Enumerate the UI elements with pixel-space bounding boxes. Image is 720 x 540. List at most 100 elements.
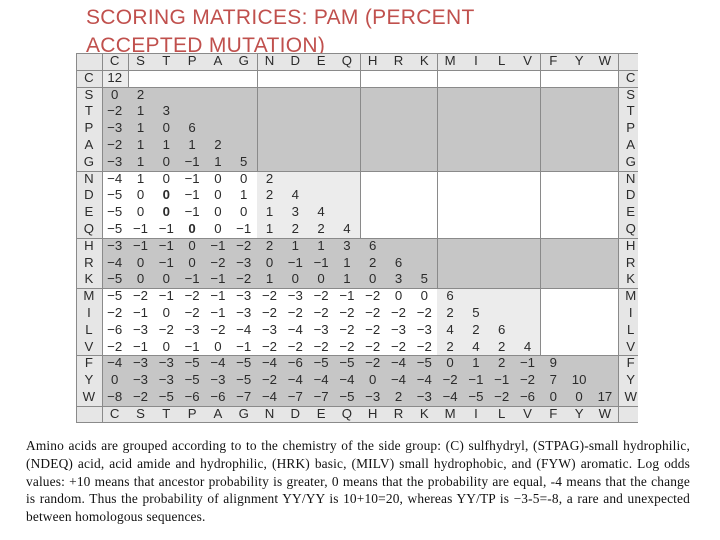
- score-cell: 5: [472, 305, 480, 320]
- score-cell: −2: [107, 305, 123, 320]
- score-cell: 10: [571, 372, 587, 388]
- score-cell: 1: [343, 271, 351, 287]
- score-cell: −4: [107, 254, 123, 270]
- row-header-left-q: Q: [83, 221, 95, 236]
- col-header-bottom-m: M: [444, 405, 456, 421]
- row-header-left-e: E: [84, 204, 94, 220]
- score-cell: 1: [214, 153, 222, 169]
- score-cell: 1: [188, 137, 196, 152]
- score-cell: −7: [236, 389, 252, 404]
- score-cell: 1: [136, 103, 145, 119]
- row-header-right-i: I: [628, 305, 633, 320]
- score-cell: −4: [107, 355, 123, 371]
- row-header-left-c: C: [84, 69, 94, 85]
- row-header-right-f: F: [626, 355, 635, 371]
- col-header-top-d: D: [290, 53, 301, 68]
- score-cell: −5: [339, 389, 355, 404]
- score-cell: 1: [136, 153, 145, 169]
- row-header-left-p: P: [84, 120, 94, 136]
- score-cell: 1: [162, 137, 170, 152]
- col-header-bottom-q: Q: [341, 405, 353, 421]
- header-band-top: [76, 53, 638, 70]
- row-header-left-y: Y: [84, 372, 94, 388]
- col-header-top-q: Q: [341, 53, 353, 68]
- row-header-left-t: T: [84, 103, 93, 119]
- score-cell: −2: [236, 237, 252, 253]
- score-cell: 0: [111, 86, 119, 102]
- score-cell: 0: [214, 338, 222, 354]
- row-header-left-i: I: [87, 305, 91, 320]
- col-header-bottom-a: A: [213, 405, 223, 421]
- score-cell: 0: [162, 170, 170, 186]
- score-cell: −3: [158, 372, 174, 388]
- score-cell: 1: [240, 187, 248, 203]
- score-cell: −2: [494, 389, 510, 404]
- caption-text: Amino acids are grouped according to to …: [26, 438, 690, 525]
- title-line-1: SCORING MATRICES: PAM (PERCENT: [86, 6, 475, 29]
- score-cell: 6: [394, 254, 403, 270]
- score-cell: −5: [313, 355, 329, 371]
- grid-line: [76, 69, 638, 71]
- score-cell: −3: [132, 355, 149, 371]
- score-cell: −1: [184, 271, 200, 287]
- row-header-right-r: R: [625, 254, 636, 270]
- score-cell: −3: [132, 321, 149, 337]
- score-cell: 0: [111, 372, 119, 388]
- col-header-top-s: S: [136, 53, 145, 68]
- score-cell: −4: [261, 355, 278, 371]
- score-cell: 1: [317, 237, 325, 253]
- score-cell: −1: [132, 237, 149, 253]
- score-cell: −1: [184, 338, 200, 354]
- score-cell: 0: [162, 153, 170, 169]
- row-header-left-f: F: [84, 355, 93, 371]
- col-header-top-y: Y: [574, 53, 584, 68]
- row-header-left-m: M: [83, 288, 95, 304]
- score-cell: −1: [236, 221, 252, 236]
- score-cell: −3: [261, 321, 278, 337]
- score-cell: −2: [287, 338, 303, 354]
- score-cell: 0: [136, 187, 145, 203]
- row-header-right-c: C: [625, 69, 636, 85]
- score-cell: −6: [210, 389, 226, 404]
- score-cell: −6: [519, 389, 536, 404]
- score-cell: −3: [416, 389, 432, 404]
- score-cell: 17: [597, 389, 613, 404]
- score-cell: 0: [317, 271, 325, 287]
- score-cell: 1: [343, 254, 351, 270]
- score-cell: 0: [162, 187, 170, 203]
- score-cell: 0: [162, 204, 170, 220]
- score-cell: −1: [132, 221, 149, 236]
- score-cell: 0: [136, 271, 145, 287]
- row-header-left-g: G: [83, 153, 95, 169]
- row-header-right-m: M: [625, 288, 637, 304]
- score-cell: −2: [261, 372, 278, 388]
- group-separator: [76, 288, 638, 290]
- score-cell: −1: [184, 204, 200, 220]
- score-cell: 7: [549, 372, 557, 388]
- score-cell: 0: [549, 389, 557, 404]
- score-cell: −2: [107, 103, 123, 119]
- col-header-bottom-d: D: [290, 405, 301, 421]
- col-header-top-v: V: [523, 53, 532, 68]
- col-header-bottom-p: P: [187, 405, 197, 421]
- score-cell: 1: [265, 204, 274, 220]
- score-cell: −1: [184, 153, 200, 169]
- score-cell: −3: [236, 305, 252, 320]
- row-header-left-d: D: [84, 187, 94, 203]
- col-header-bottom-v: V: [523, 405, 532, 421]
- row-header-left-r: R: [84, 254, 94, 270]
- score-cell: 5: [240, 153, 248, 169]
- score-cell: −5: [107, 221, 123, 236]
- score-cell: −2: [184, 288, 200, 304]
- score-cell: −2: [365, 355, 381, 371]
- col-header-top-c: C: [109, 53, 120, 68]
- col-header-top-p: P: [187, 53, 197, 68]
- score-cell: 2: [446, 305, 454, 320]
- row-header-right-v: V: [626, 338, 636, 354]
- score-cell: −4: [442, 389, 458, 404]
- score-cell: 0: [162, 271, 170, 287]
- score-cell: 6: [188, 120, 196, 136]
- score-cell: 0: [291, 271, 299, 287]
- row-header-left-s: S: [84, 86, 94, 102]
